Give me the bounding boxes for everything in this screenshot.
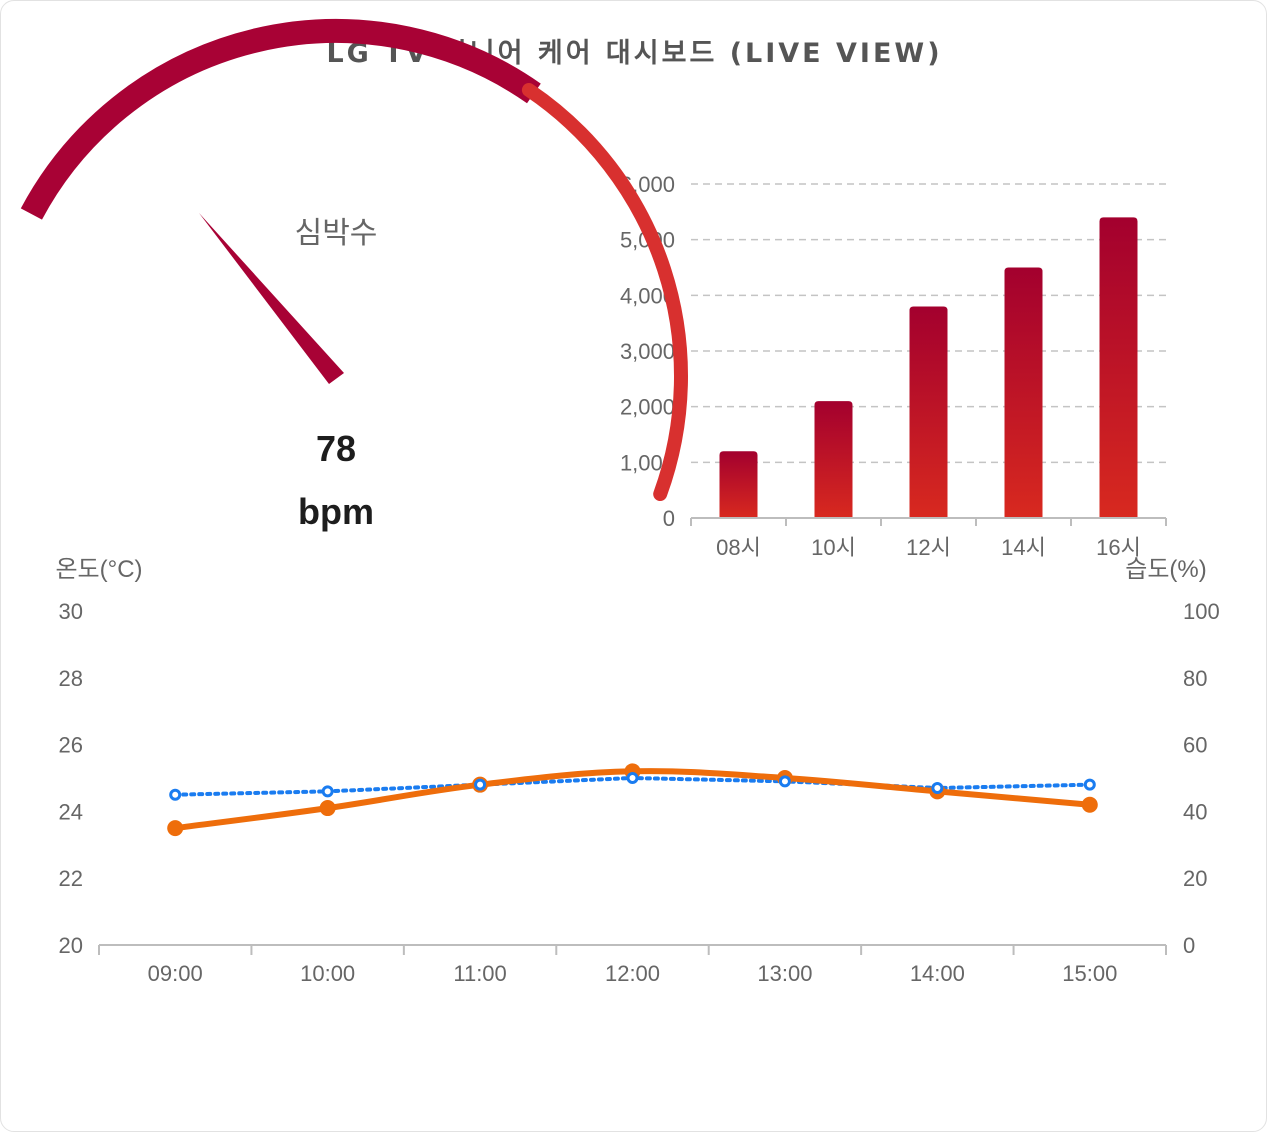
right-y-tick-label: 20	[1183, 866, 1207, 891]
right-y-tick-label: 80	[1183, 666, 1207, 691]
right-y-tick-label: 100	[1183, 599, 1220, 624]
bar-x-tick-label: 08시	[716, 535, 761, 560]
line-x-tick-label: 14:00	[910, 961, 965, 986]
bar	[1099, 217, 1138, 518]
humidity-point	[626, 772, 639, 784]
heart-rate-gauge: 심박수 78 bpm	[20, 19, 688, 532]
humidity-point	[474, 778, 487, 791]
bar-x-tick-label: 12시	[906, 535, 951, 560]
bar-x-tick-label: 14시	[1001, 535, 1046, 560]
gauge-value: 78	[316, 428, 356, 469]
right-y-tick-label: 60	[1183, 733, 1207, 758]
left-y-tick-label: 24	[59, 799, 83, 824]
gauge-needle	[199, 213, 344, 384]
right-y-tick-label: 40	[1183, 799, 1207, 824]
left-y-tick-label: 26	[59, 733, 83, 758]
temperature-point	[1081, 796, 1098, 813]
gauge-arc-dark	[20, 19, 541, 220]
bar-series	[719, 217, 1138, 518]
temperature-point	[319, 800, 336, 817]
right-axis-label: 습도(%)	[1125, 556, 1206, 583]
temperature-point	[167, 820, 184, 837]
line-x-tick-label: 10:00	[300, 961, 355, 986]
bar	[719, 451, 758, 518]
bar-x-tick-label: 10시	[811, 535, 856, 560]
bar	[909, 306, 948, 518]
humidity-point	[321, 785, 334, 798]
bar-y-tick-label: 3,000	[620, 339, 675, 364]
left-y-tick-label: 22	[59, 866, 83, 891]
gauge-title: 심박수	[295, 217, 378, 250]
gauge-unit: bpm	[298, 491, 374, 532]
humidity-point	[931, 782, 944, 795]
left-y-tick-label: 30	[59, 599, 83, 624]
line-x-tick-label: 09:00	[148, 961, 203, 986]
left-axis-label: 온도(°C)	[55, 556, 142, 583]
line-x-tick-label: 11:00	[453, 961, 506, 986]
right-y-tick-label: 0	[1183, 933, 1195, 958]
left-y-tick-label: 28	[59, 666, 83, 691]
bar	[1004, 267, 1043, 518]
bar-y-tick-label: 0	[663, 506, 675, 531]
bar	[814, 401, 853, 518]
line-axes: 20 22 24 26 28 30 0 20 40 60 80 100 09:00 10:00 11:00 1…	[59, 599, 1220, 986]
humidity-point	[169, 788, 182, 801]
temp-humidity-line-chart: 온도(°C) 습도(%) 20 22 24 26 28 30 0 20 40 60 80 100 09:…	[55, 556, 1219, 986]
left-y-tick-label: 20	[59, 933, 83, 958]
bar-y-tick-label: 2,000	[620, 395, 675, 420]
line-x-tick-label: 12:00	[605, 961, 660, 986]
humidity-point	[778, 775, 791, 788]
gauge-arc-red	[521, 83, 688, 501]
line-x-tick-label: 15:00	[1062, 961, 1117, 986]
bar-x-tick-label: 16시	[1096, 535, 1141, 560]
line-series	[167, 763, 1098, 837]
line-x-tick-label: 13:00	[757, 961, 812, 986]
humidity-point	[1083, 778, 1096, 791]
